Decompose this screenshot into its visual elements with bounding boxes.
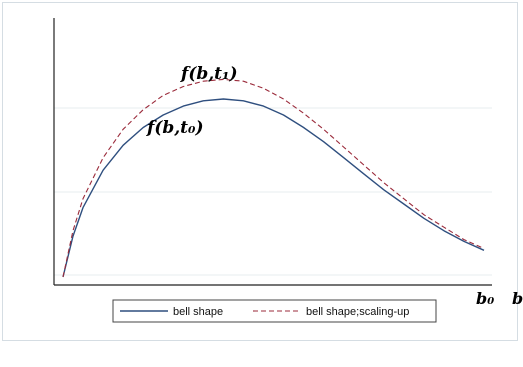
- series-line-bell-shape: [62, 98, 485, 278]
- axes: b₀ b: [53, 18, 523, 308]
- annotations: f(b,t₁) f(b,t₀): [146, 64, 238, 138]
- grid-lines: [54, 107, 492, 276]
- label-f-b-t1: f(b,t₁): [180, 64, 238, 84]
- legend-label-bell-shape-scaling-up: bell shape;scaling-up: [306, 306, 409, 318]
- x-tick-label-b0: b₀: [476, 289, 494, 308]
- legend: bell shape bell shape;scaling-up: [112, 299, 437, 323]
- x-axis-label: b: [512, 289, 523, 308]
- legend-box: [112, 299, 437, 323]
- series-line-bell-shape-scaling-up: [62, 78, 485, 278]
- plot-area: [62, 78, 485, 278]
- legend-label-bell-shape: bell shape: [173, 306, 223, 318]
- label-f-b-t0: f(b,t₀): [146, 118, 204, 138]
